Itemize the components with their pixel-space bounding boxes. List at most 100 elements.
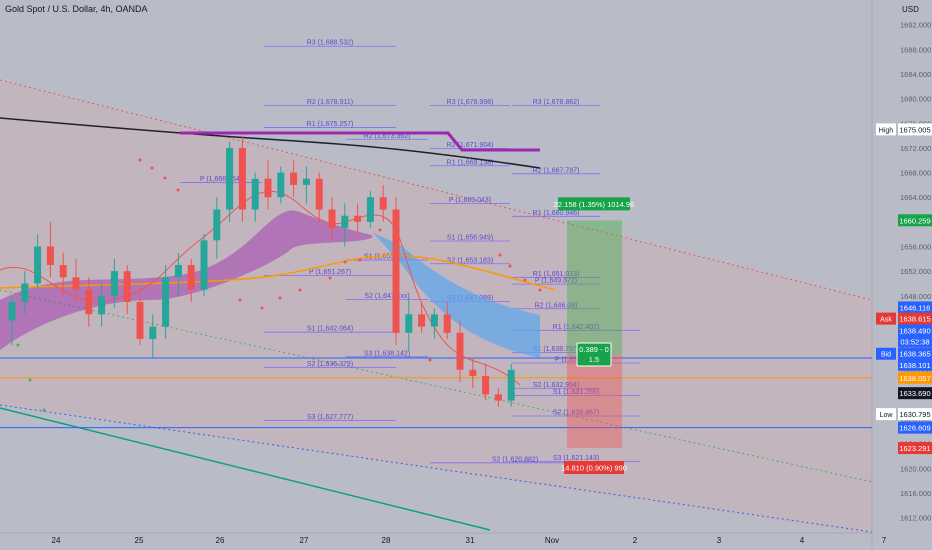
price-tick-label: 1688.000 [900, 45, 931, 54]
loss-label-box[interactable] [564, 461, 624, 475]
price-badge-tag [876, 312, 896, 325]
candle-body[interactable] [430, 314, 438, 327]
time-tick-label: 2 [633, 536, 638, 545]
time-tick-label: 3 [717, 536, 722, 545]
candle-body[interactable] [200, 240, 208, 290]
candle-body[interactable] [456, 332, 464, 370]
candle-body[interactable] [8, 301, 16, 321]
price-badge[interactable] [898, 312, 932, 325]
pivot-label: S2 (1,632.994) [533, 382, 579, 389]
price-axis[interactable]: USD1612.0001616.0001620.0001624.0001628.… [871, 0, 932, 550]
price-badge-tag-label: Bid [881, 352, 891, 359]
trend-line-green [0, 407, 491, 531]
sar-dot [538, 288, 542, 292]
price-tick-label: 1656.000 [900, 243, 931, 252]
price-tick-label: 1612.000 [900, 514, 931, 523]
price-tick-label: 1692.000 [900, 21, 931, 30]
sar-dot [260, 306, 264, 310]
position-center-box[interactable] [576, 342, 612, 367]
price-badge[interactable] [898, 387, 932, 400]
candle-body[interactable] [110, 271, 118, 296]
candle-body[interactable] [469, 369, 477, 376]
sar-dot [358, 258, 362, 262]
background-overlays [0, 79, 896, 535]
candle-body[interactable] [405, 314, 413, 333]
price-badge[interactable] [898, 214, 932, 227]
candle-body[interactable] [226, 147, 234, 210]
candle-body[interactable] [443, 314, 451, 333]
time-tick-label: 26 [216, 536, 225, 545]
price-tick-label: 1668.000 [900, 169, 931, 178]
candle-body[interactable] [507, 369, 515, 401]
candle-body[interactable] [354, 215, 362, 222]
candles[interactable] [8, 135, 542, 412]
candle-body[interactable] [59, 265, 67, 278]
price-badge[interactable] [898, 123, 932, 136]
price-badge[interactable] [898, 324, 932, 337]
candle-body[interactable] [46, 246, 54, 265]
candle-body[interactable] [123, 271, 131, 302]
candle-body[interactable] [85, 289, 93, 315]
candle-body[interactable] [149, 326, 157, 339]
orange-ma [0, 254, 556, 291]
loss-zone[interactable] [567, 354, 622, 449]
candle-body[interactable] [98, 295, 106, 315]
price-badge[interactable] [898, 371, 932, 384]
candle-body[interactable] [251, 178, 259, 210]
candle-body[interactable] [482, 375, 490, 395]
profit-zone[interactable] [567, 220, 622, 355]
candle-body[interactable] [187, 265, 195, 290]
candle-body[interactable] [418, 314, 426, 327]
candle-body[interactable] [341, 215, 349, 229]
time-tick-label: 4 [800, 536, 805, 545]
candle-body[interactable] [264, 178, 272, 198]
candle-body[interactable] [302, 178, 310, 185]
price-badge[interactable] [898, 408, 932, 421]
pivot-label: P (1,651.267) [309, 269, 351, 276]
price-badge-value: 1633.690 [899, 389, 930, 398]
price-tick-label: 1684.000 [900, 70, 931, 79]
price-badge[interactable] [898, 358, 932, 371]
pivot-label: R3 (1,678.998) [447, 99, 494, 106]
candle-body[interactable] [328, 209, 336, 229]
price-badge[interactable] [898, 442, 932, 455]
long-position-tool[interactable]: 22.158 (1.35%) 1014.96 14.810 (0.90%) 990… [554, 197, 634, 475]
pivot-label: S3 (1,627.777) [307, 414, 353, 421]
price-badge[interactable] [898, 421, 932, 434]
price-badge[interactable] [898, 301, 932, 314]
price-badge-value: 1660.259 [899, 216, 930, 225]
candle-body[interactable] [315, 178, 323, 210]
pivot-label: S3 (1,621.143) [553, 455, 599, 462]
candle-body[interactable] [21, 283, 29, 302]
pivot-label: R2 (1,673.362) [364, 133, 411, 140]
purple-level-line [180, 131, 540, 152]
price-badge[interactable] [898, 335, 932, 348]
sar-dot [278, 296, 282, 300]
pivot-label: R3 (1,678.862) [533, 99, 580, 106]
candle-body[interactable] [213, 209, 221, 241]
candle-body[interactable] [72, 277, 80, 290]
time-tick-label: 24 [52, 536, 61, 545]
sar-dot [378, 228, 382, 232]
candle-body[interactable] [174, 265, 182, 278]
candle-body[interactable] [162, 277, 170, 327]
candle-body[interactable] [34, 246, 42, 284]
pivot-label: P (1,663.043) [449, 197, 491, 204]
candle-body[interactable] [136, 301, 144, 339]
candle-body[interactable] [238, 147, 246, 210]
candle-body[interactable] [379, 197, 387, 210]
time-tick-label: 7 [882, 536, 887, 545]
price-badge[interactable] [898, 347, 932, 360]
price-tick-label: 1672.000 [900, 144, 931, 153]
profit-label-box[interactable] [558, 197, 630, 211]
candle-body[interactable] [277, 172, 285, 198]
candle-body[interactable] [392, 209, 400, 333]
candle-body[interactable] [494, 394, 502, 401]
pivot-label: R2 (1,678.911) [307, 99, 353, 106]
pivot-label: S1 (1,656.949) [447, 234, 493, 241]
candle-body[interactable] [290, 172, 298, 185]
candle-body[interactable] [366, 197, 374, 222]
pivot-label: R2 (1,667.787) [533, 167, 580, 174]
time-axis[interactable]: 24 25 26 27 28 31 Nov 2 3 4 7 [0, 532, 887, 545]
